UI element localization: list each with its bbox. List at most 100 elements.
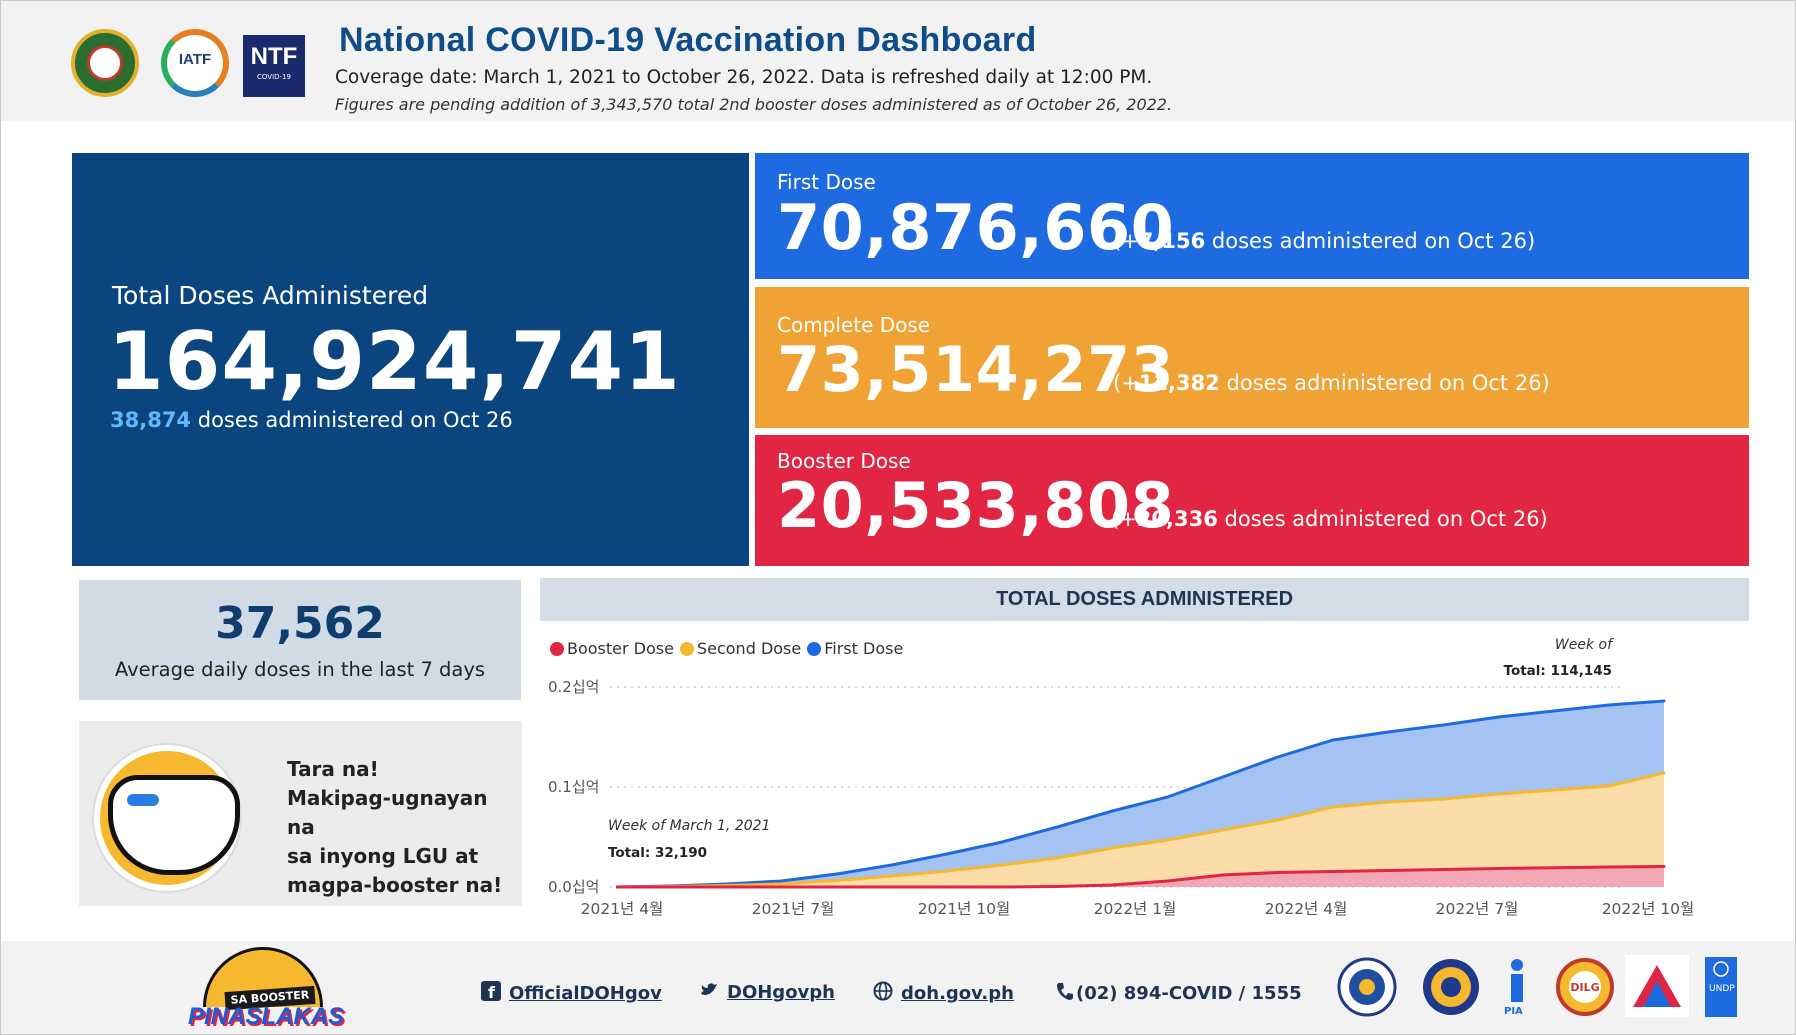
legend-item-booster[interactable]: Booster Dose	[550, 639, 674, 658]
complete-dose-label: Complete Dose	[777, 313, 931, 337]
total-doses-label: Total Doses Administered	[112, 281, 429, 310]
facebook-icon: f	[481, 981, 501, 1006]
y-tick-label: 0.0십억	[548, 878, 599, 896]
x-tick-label: 2021년 10월	[918, 900, 1011, 918]
first-dose-delta-text: doses administered on Oct 26)	[1211, 229, 1536, 253]
chart-legend: Booster Dose Second Dose First Dose	[550, 639, 903, 658]
page-title: National COVID-19 Vaccination Dashboard	[339, 21, 1037, 59]
chart-header: TOTAL DOSES ADMINISTERED	[540, 578, 1749, 621]
iatf-logo: IATF	[161, 29, 229, 97]
chart-svg: 0.0십억 0.1십억 0.2십억 2021년 4월 2021년 7월 2021년 10월…	[548, 637, 1694, 918]
legend-dot-first	[807, 641, 822, 656]
ntf-logo: NTF COVID-19	[243, 35, 305, 97]
average-daily-label: Average daily doses in the last 7 days	[114, 658, 486, 681]
x-tick-label: 2021년 4월	[581, 900, 664, 918]
x-tick-label: 2021년 7월	[752, 900, 835, 918]
pending-note: Figures are pending addition of 3,343,57…	[335, 95, 1173, 114]
phone-text: (02) 894-COVID / 1555	[1076, 983, 1302, 1004]
globe-icon	[873, 981, 893, 1006]
phone-link[interactable]: (02) 894-COVID / 1555	[1055, 981, 1302, 1006]
complete-dose-delta-value: 11,382	[1138, 371, 1220, 395]
total-daily-value: 38,874	[110, 408, 192, 432]
line-second	[615, 771, 1665, 889]
iatf-logo-text: IATF	[178, 51, 212, 68]
website-link-text: doh.gov.ph	[901, 983, 1014, 1004]
start-week-annotation: Week of March 1, 2021	[608, 818, 770, 834]
average-daily-panel: 37,562 Average daily doses in the last 7…	[79, 580, 521, 700]
booster-promo-panel: Tara na! Makipag-ugnayan na sa inyong LG…	[79, 721, 522, 906]
legend-label-first: First Dose	[824, 639, 904, 658]
first-dose-delta-open: (+	[1113, 229, 1139, 253]
line-booster	[616, 864, 1665, 889]
pia-logo-text: PIA	[1504, 1006, 1523, 1017]
facebook-link[interactable]: f OfficialDOHgov	[481, 981, 662, 1006]
complete-dose-value: 73,514,273	[777, 333, 1175, 406]
complete-dose-delta: (+11,382 doses administered on Oct 26)	[1113, 371, 1550, 395]
pinaslakas-logo: SA BOOSTER PINASLAKAS	[181, 947, 351, 1031]
promo-line: sa inyong LGU at	[287, 844, 479, 868]
start-total-annotation: Total: 32,190	[608, 845, 707, 861]
doh-seal-logo	[71, 29, 139, 97]
promo-text: Tara na! Makipag-ugnayan na sa inyong LG…	[287, 755, 517, 900]
legend-item-second[interactable]: Second Dose	[679, 639, 802, 658]
undp-logo: UNDP	[1705, 957, 1737, 1017]
ntf-logo-subtext: COVID-19	[257, 73, 291, 81]
promo-line: magpa-booster na!	[287, 873, 503, 897]
first-dose-delta-value: 7,156	[1138, 229, 1206, 253]
legend-label-second: Second Dose	[696, 639, 802, 658]
point-second-end	[1662, 771, 1666, 775]
first-dose-delta: (+7,156 doses administered on Oct 26)	[1113, 229, 1535, 253]
flexed-arm-icon	[94, 745, 240, 891]
booster-dose-label: Booster Dose	[777, 449, 911, 473]
phone-icon	[1055, 981, 1073, 1006]
booster-dose-delta-text: doses administered on Oct 26)	[1224, 507, 1548, 531]
facebook-link-text: OfficialDOHgov	[509, 983, 662, 1004]
doses-area-chart: Booster Dose Second Dose First Dose 0.0십…	[540, 621, 1749, 921]
partner-emblem	[1625, 955, 1689, 1017]
first-dose-value: 70,876,660	[777, 191, 1175, 264]
total-doses-panel: Total Doses Administered 164,924,741 38,…	[72, 153, 749, 566]
ntf-logo-text: NTF	[250, 43, 298, 70]
website-link[interactable]: doh.gov.ph	[873, 981, 1014, 1006]
total-doses-value: 164,924,741	[108, 315, 681, 408]
chart-title: TOTAL DOSES ADMINISTERED	[995, 588, 1294, 610]
legend-item-first[interactable]: First Dose	[807, 639, 903, 658]
legend-dot-booster	[550, 641, 564, 656]
office-of-president-seal	[1337, 957, 1397, 1017]
total-daily-text: doses administered on Oct 26	[197, 408, 513, 432]
twitter-link[interactable]: DOHgovph	[699, 981, 835, 1004]
complete-dose-delta-open: (+	[1113, 371, 1139, 395]
end-week-annotation: Week of	[1555, 637, 1614, 653]
footer: SA BOOSTER PINASLAKAS f OfficialDOHgov D…	[1, 941, 1795, 1034]
dilg-seal-text: DILG	[1570, 981, 1599, 994]
first-dose-card: First Dose 70,876,660 (+7,156 doses admi…	[755, 153, 1749, 279]
x-tick-label: 2022년 7월	[1436, 900, 1519, 918]
header: IATF NTF COVID-19 National COVID-19 Vacc…	[1, 1, 1795, 121]
point-first-end	[1662, 699, 1666, 703]
point-booster-end	[1662, 864, 1666, 868]
total-daily-doses: 38,874 doses administered on Oct 26	[110, 408, 513, 432]
x-tick-label: 2022년 1월	[1094, 900, 1177, 918]
svg-text:f: f	[488, 983, 496, 1001]
first-dose-label: First Dose	[777, 170, 876, 194]
y-tick-label: 0.2십억	[548, 678, 599, 696]
booster-dose-delta-value: 20,336	[1136, 507, 1218, 531]
line-first	[615, 699, 1665, 889]
x-tick-label: 2022년 4월	[1265, 900, 1348, 918]
promo-line: Tara na!	[287, 757, 379, 781]
booster-dose-value: 20,533,808	[777, 469, 1175, 542]
pia-logo: PIA	[1501, 957, 1541, 1017]
twitter-link-text: DOHgovph	[727, 982, 835, 1003]
undp-logo-text: UNDP	[1709, 984, 1735, 994]
dilg-seal: DILG	[1555, 957, 1615, 1017]
y-tick-label: 0.1십억	[548, 778, 599, 796]
promo-line: Makipag-ugnayan na	[287, 786, 488, 839]
coverage-date: Coverage date: March 1, 2021 to October …	[335, 67, 1153, 88]
booster-dose-delta-open: (+	[1111, 507, 1137, 531]
complete-dose-delta-text: doses administered on Oct 26)	[1226, 371, 1550, 395]
legend-label-booster: Booster Dose	[567, 639, 674, 658]
twitter-icon	[699, 981, 719, 1004]
government-seal	[1421, 957, 1481, 1017]
booster-dose-delta: (+20,336 doses administered on Oct 26)	[1111, 507, 1548, 531]
booster-dose-card: Booster Dose 20,533,808 (+20,336 doses a…	[755, 435, 1749, 566]
